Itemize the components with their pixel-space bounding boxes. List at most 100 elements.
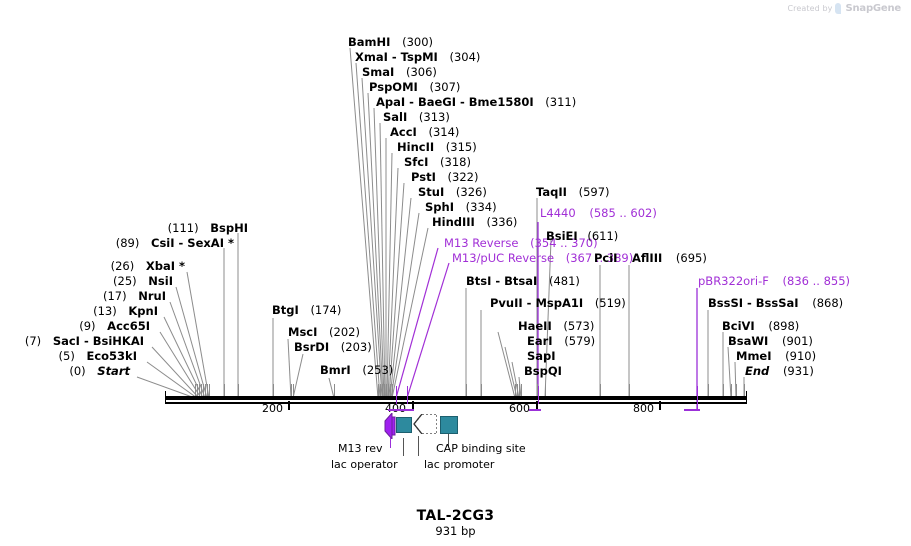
enzyme-label-bmri[interactable]: BmrI (253) (320, 364, 393, 376)
enzyme-label-acci[interactable]: AccI (314) (390, 126, 459, 138)
enzyme-position: (311) (545, 95, 577, 109)
enzyme-name: BsaWI (728, 334, 769, 348)
enzyme-label-sapi[interactable]: SapI (527, 350, 556, 362)
enzyme-label-mmei[interactable]: MmeI (910) (736, 350, 816, 362)
ruler-tick-label-800: 800 (633, 402, 654, 415)
feature-label-cap-binding-site[interactable]: CAP binding site (436, 442, 526, 455)
enzyme-label-stui[interactable]: StuI (326) (418, 186, 487, 198)
feature-lac-operator-box[interactable] (396, 417, 412, 433)
enzyme-label-eari[interactable]: EarI (579) (527, 335, 595, 347)
enzyme-label-msci[interactable]: MscI (202) (288, 326, 360, 338)
enzyme-name: BciVI (722, 319, 755, 333)
enzyme-label-bamhi[interactable]: BamHI (300) (348, 36, 433, 48)
site-tick (273, 384, 274, 396)
enzyme-label-csii-sexai[interactable]: (89) CsiI - SexAI * (30, 237, 234, 249)
enzyme-label-start[interactable]: (0) Start (10, 365, 130, 377)
enzyme-label-bsrdi[interactable]: BsrDI (203) (294, 341, 372, 353)
enzyme-position: (174) (310, 303, 342, 317)
enzyme-label-pvuii-mspa1i[interactable]: PvuII - MspA1I (519) (490, 297, 626, 309)
sequence-length-label: 931 bp (435, 524, 476, 538)
feature-m13-rev-arrow[interactable] (383, 413, 405, 439)
site-tick (466, 384, 467, 396)
enzyme-name: BspHI (210, 221, 248, 235)
enzyme-name: StuI (418, 185, 445, 199)
enzyme-label-psti[interactable]: PstI (322) (411, 171, 478, 183)
site-tick (293, 384, 294, 396)
enzyme-name: PciI (594, 251, 618, 265)
enzyme-label-bcivi[interactable]: BciVI (898) (722, 320, 799, 332)
feature-lac-promoter-box[interactable] (440, 416, 458, 434)
enzyme-label-bsphi[interactable]: (111) BspHI (30, 222, 248, 234)
enzyme-label-saci-bsihkai[interactable]: (7) SacI - BsiHKAI (0, 335, 144, 347)
enzyme-name: KpnI (128, 304, 158, 318)
enzyme-label-acc65i[interactable]: (9) Acc65I (10, 320, 150, 332)
primer-label-m13-reverse[interactable]: M13 Reverse (354 .. 370) (444, 237, 598, 249)
enzyme-label-sphi[interactable]: SphI (334) (425, 201, 497, 213)
primer-label-l4440[interactable]: L4440 (585 .. 602) (540, 207, 657, 219)
ruler-tick-mark (412, 401, 414, 410)
feature-label-lac-promoter[interactable]: lac promoter (424, 458, 495, 471)
enzyme-position: (13) (93, 304, 117, 318)
enzyme-label-end[interactable]: End (931) (745, 365, 814, 377)
enzyme-position: (931) (782, 364, 814, 378)
site-tick (517, 384, 518, 396)
primer-name: pBR322ori-F (698, 274, 769, 288)
enzyme-position: (315) (445, 140, 477, 154)
enzyme-label-bsssi-bsssai[interactable]: BssSI - BssSaI (868) (708, 297, 843, 309)
enzyme-label-xmai-tspmi[interactable]: XmaI - TspMI (304) (355, 51, 480, 63)
enzyme-name: BsrDI (294, 340, 330, 354)
enzyme-label-smai[interactable]: SmaI (306) (362, 66, 437, 78)
enzyme-label-bsiei[interactable]: BsiEI (611) (546, 230, 618, 242)
site-tick (392, 384, 393, 396)
enzyme-label-kpni[interactable]: (13) KpnI (30, 305, 158, 317)
enzyme-label-hindiii[interactable]: HindIII (336) (432, 216, 517, 228)
page-title: TAL-2CG3 (416, 508, 495, 524)
enzyme-label-bspqi[interactable]: BspQI (524, 365, 562, 377)
enzyme-position: (481) (548, 274, 580, 288)
feature-label-m13-rev[interactable]: M13 rev (338, 442, 383, 455)
enzyme-label-xbai[interactable]: (26) XbaI * (30, 260, 185, 272)
enzyme-name: Eco53kI (86, 349, 137, 363)
enzyme-label-pcii[interactable]: PciI (594, 252, 617, 264)
enzyme-name: BsiEI (546, 229, 578, 243)
enzyme-position: (111) (167, 221, 199, 235)
enzyme-label-apai-baegi-bme1580i[interactable]: ApaI - BaeGI - Bme1580I (311) (376, 96, 576, 108)
enzyme-position: (314) (428, 125, 460, 139)
enzyme-label-bsawi[interactable]: BsaWI (901) (728, 335, 813, 347)
site-tick (291, 384, 292, 396)
enzyme-name: AflIII (632, 251, 663, 265)
enzyme-label-btsi-btsai[interactable]: BtsI - BtsaI (481) (466, 275, 580, 287)
enzyme-label-taqii[interactable]: TaqII (597) (536, 186, 610, 198)
site-tick (390, 384, 391, 396)
site-tick (600, 384, 601, 396)
enzyme-label-pspomi[interactable]: PspOMI (307) (369, 81, 460, 93)
enzyme-name: SphI (425, 200, 454, 214)
feature-connector (403, 438, 404, 456)
site-tick (382, 384, 383, 396)
enzyme-position: (306) (405, 65, 437, 79)
enzyme-label-nsii[interactable]: (25) NsiI (30, 275, 173, 287)
primer-connector (538, 386, 539, 404)
enzyme-position: (5) (58, 349, 75, 363)
enzyme-label-eco53ki[interactable]: (5) Eco53kI (10, 350, 137, 362)
site-tick (386, 384, 387, 396)
primer-label-pbr322ori-f[interactable]: pBR322ori-F (836 .. 855) (698, 275, 850, 287)
enzyme-label-haeii[interactable]: HaeII (573) (518, 320, 594, 332)
site-tick (629, 384, 630, 396)
enzyme-name: PspOMI (369, 80, 418, 94)
enzyme-position: (7) (24, 334, 42, 348)
primer-label-m13-puc-reverse[interactable]: M13/pUC Reverse (367 .. 389) (452, 252, 633, 264)
enzyme-label-nrui[interactable]: (17) NruI (30, 290, 166, 302)
site-tick (388, 384, 389, 396)
enzyme-position: (17) (102, 289, 127, 303)
site-tick (384, 384, 385, 396)
enzyme-position: (313) (418, 110, 450, 124)
enzyme-label-afliii[interactable]: AflIII (695) (632, 252, 707, 264)
feature-cap-binding-site-arrow[interactable] (413, 414, 437, 434)
enzyme-label-sali[interactable]: SalI (313) (383, 111, 450, 123)
enzyme-label-btgi[interactable]: BtgI (174) (272, 304, 341, 316)
enzyme-label-hincii[interactable]: HincII (315) (397, 141, 477, 153)
feature-label-lac-operator[interactable]: lac operator (331, 458, 398, 471)
enzyme-label-sfci[interactable]: SfcI (318) (404, 156, 471, 168)
ruler-tick-label-200: 200 (262, 402, 283, 415)
